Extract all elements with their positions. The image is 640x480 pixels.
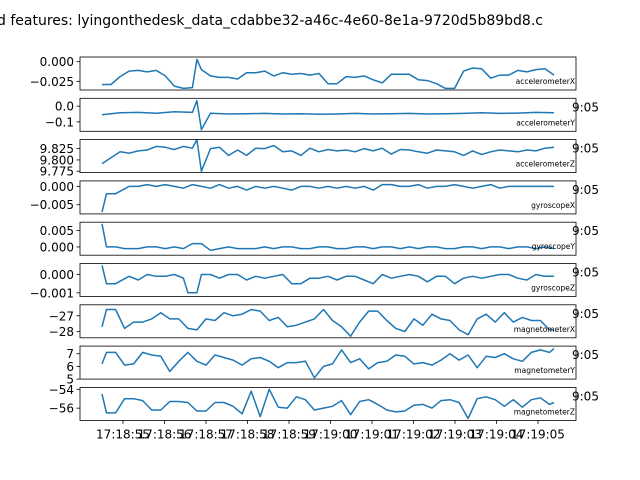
panel-frame [79,180,577,215]
panel-frame [79,263,577,297]
panel-gyroscopeX: 0.000 −0.005 gyroscopeX 9:05 [30,180,599,215]
panel-label-accelerometerZ: accelerometerZ [516,160,575,169]
x-tick-label: 17:19:04 [470,427,524,441]
series-line-gyroscopeX [101,183,554,213]
y-tick-label: −28 [49,325,74,339]
x-axis: 17:18:5517:18:5617:18:5717:18:5817:18:59… [96,420,565,441]
x-tick-label: 17:19:05 [511,427,565,441]
right-clipped-tick-label: 9:05 [572,183,599,197]
panel-label-gyroscopeY: gyroscopeY [532,242,576,251]
y-tick-label: −54 [49,383,74,397]
y-tick-label: 9.825 [40,142,74,156]
right-clipped-tick-label: 9:05 [572,142,599,156]
panel-accelerometerY: 0.0−0.1 accelerometerY 9:05 [45,97,599,132]
y-tick-label: 9.800 [40,153,74,167]
panel-gyroscopeZ: 0.000 −0.001 gyroscopeZ 9:05 [30,263,599,300]
y-tick-label: 7 [66,347,74,361]
y-tick-label: 0.000 [40,268,74,282]
panel-frame [79,304,577,339]
x-tick-label: 17:18:59 [262,427,316,441]
right-clipped-tick-label: 9:05 [572,389,599,403]
y-tick-label: 0.000 [40,240,74,254]
x-tick-label: 17:19:00 [304,427,358,441]
y-tick-label: −0.1 [45,115,74,129]
y-tick-label: −27 [49,309,74,323]
panel-label-gyroscopeZ: gyroscopeZ [531,284,575,293]
series-line-accelerometerX [102,58,555,90]
y-tick-label: −56 [49,402,74,416]
series-line-magnetometerY [101,348,555,379]
y-tick-label: 9.775 [40,165,74,179]
figure-title: d features: lyingonthedesk_data_cdabbe32… [0,13,543,29]
panel-frame [79,221,577,256]
panel-frame [79,139,577,174]
y-tick-label: 0.000 [40,180,74,194]
panel-magnetometerX: −27 −28 magnetometerX 9:05 [49,304,599,339]
right-clipped-tick-label: 9:05 [572,307,599,321]
x-tick-label: 17:18:56 [138,427,192,441]
series-line-accelerometerY [101,99,555,131]
panel-frame [79,97,577,132]
series-line-accelerometerZ [101,138,555,172]
panel-frame [79,386,577,421]
panel-frame [79,345,577,380]
series-line-magnetometerZ [101,388,555,420]
right-clipped-tick-label: 9:05 [572,224,599,238]
y-tick-label: −0.005 [30,198,74,212]
panel-magnetometerZ: −54 −56 magnetometerZ 9:05 [49,383,599,421]
y-tick-label: 6 [66,360,74,374]
panel-label-magnetometerZ: magnetometerZ [514,407,575,416]
panel-label-magnetometerX: magnetometerX [514,325,575,334]
panel-label-magnetometerY: magnetometerY [514,366,575,375]
panel-magnetometerY: 765 magnetometerY 9:05 [66,345,599,387]
x-tick-label: 17:19:01 [345,427,399,441]
y-tick-label: 5 [66,373,74,387]
panels: 0.000 −0.025 accelerometerX 0.0−0.1 accelero… [30,55,599,421]
x-tick-label: 17:19:02 [387,427,441,441]
y-tick-label: −0.001 [30,286,74,300]
y-tick-label: −0.025 [30,75,74,89]
panel-frame [79,56,577,91]
right-clipped-tick-label: 9:05 [572,348,599,362]
x-tick-label: 17:18:55 [96,427,150,441]
panel-accelerometerX: 0.000 −0.025 accelerometerX [30,55,577,91]
panel-label-accelerometerY: accelerometerY [516,118,575,127]
right-clipped-tick-label: 9:05 [572,100,599,114]
panel-label-accelerometerX: accelerometerX [516,77,575,86]
x-tick-label: 17:19:03 [428,427,482,441]
panel-gyroscopeY: 0.005 0.000 gyroscopeY 9:05 [40,221,599,256]
right-clipped-tick-label: 9:05 [572,266,599,280]
panel-label-gyroscopeX: gyroscopeX [531,201,575,210]
x-tick-label: 17:18:58 [221,427,275,441]
y-tick-label: 0.0 [55,100,74,114]
series-line-magnetometerX [101,308,554,337]
series-line-gyroscopeZ [101,265,554,294]
series-line-gyroscopeY [101,223,555,252]
y-tick-label: 0.000 [40,55,74,69]
x-tick-label: 17:18:57 [179,427,233,441]
y-tick-label: 0.005 [40,224,74,238]
